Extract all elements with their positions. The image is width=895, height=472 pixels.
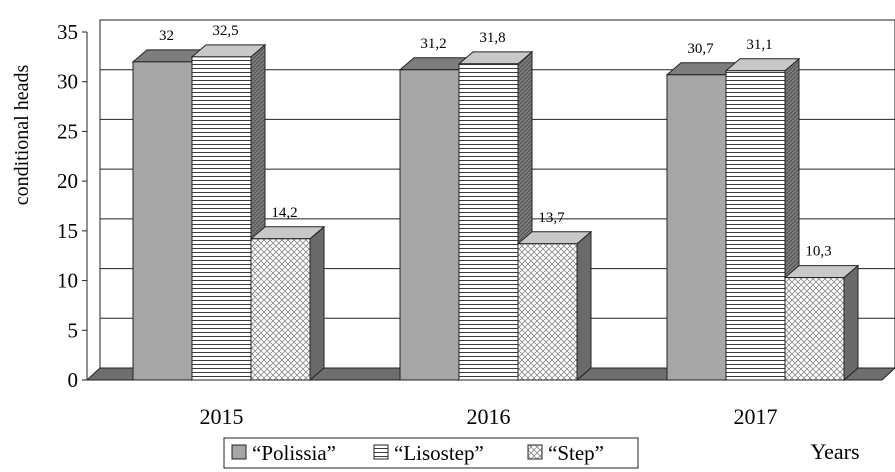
y-tick-label-0: 0 bbox=[68, 368, 79, 392]
legend-swatch-2 bbox=[527, 444, 543, 460]
bar-front-face bbox=[458, 63, 519, 381]
data-label-2017-0: 30,7 bbox=[687, 41, 714, 57]
data-label-2017-2: 10,3 bbox=[805, 244, 831, 260]
x-category-2015: 2015 bbox=[200, 404, 244, 429]
bar-front-face bbox=[517, 243, 578, 381]
bar-front-face bbox=[399, 69, 460, 381]
bar-front-face bbox=[725, 70, 786, 381]
bar-2017-2 bbox=[783, 264, 860, 382]
bar-2016-2 bbox=[516, 230, 593, 382]
y-axis-label: conditional heads bbox=[11, 65, 33, 206]
x-axis-categories: 2015 2016 2017 bbox=[200, 404, 778, 429]
bars-group bbox=[131, 43, 860, 382]
legend-label-1: “Lisostep” bbox=[394, 441, 484, 465]
y-tick-label-5: 5 bbox=[68, 318, 79, 342]
bar-side-face bbox=[309, 225, 325, 382]
x-category-2016: 2016 bbox=[467, 404, 511, 429]
data-label-2017-1: 31,1 bbox=[746, 37, 772, 53]
legend-swatch-0 bbox=[231, 444, 247, 460]
legend-label-0: “Polissia” bbox=[252, 441, 336, 465]
bar-front-face bbox=[666, 74, 727, 381]
y-tick-label-10: 10 bbox=[57, 269, 78, 293]
bar-side-face bbox=[576, 230, 592, 382]
bar-side-face bbox=[843, 264, 859, 382]
legend-swatch-1 bbox=[373, 444, 389, 460]
data-label-2016-1: 31,8 bbox=[479, 30, 505, 46]
bar-front-face bbox=[191, 56, 252, 381]
legend: “Polissia” “Lisostep” “Step” bbox=[223, 437, 639, 469]
bar-2017-1 bbox=[724, 57, 801, 382]
y-tick-label-25: 25 bbox=[57, 119, 78, 143]
bar-front-face bbox=[132, 61, 193, 381]
data-label-2015-1: 32,5 bbox=[212, 23, 238, 39]
y-axis: 0 5 10 15 20 25 30 35 bbox=[57, 20, 101, 392]
data-label-2015-2: 14,2 bbox=[271, 205, 297, 221]
data-label-2016-2: 13,7 bbox=[538, 210, 565, 226]
x-axis-label: Years bbox=[810, 439, 859, 464]
y-tick-label-35: 35 bbox=[57, 20, 78, 44]
bar-front-face bbox=[784, 277, 845, 381]
x-category-2017: 2017 bbox=[734, 404, 778, 429]
data-label-2016-0: 31,2 bbox=[420, 36, 446, 52]
y-tick-label-15: 15 bbox=[57, 219, 78, 243]
y-tick-label-30: 30 bbox=[57, 70, 78, 94]
bar-2015-2 bbox=[249, 225, 326, 382]
y-tick-label-20: 20 bbox=[57, 169, 78, 193]
data-label-2015-0: 32 bbox=[159, 28, 174, 44]
data-labels-group: 32 32,5 14,2 31,2 31,8 13,7 30,7 31,1 10,3 bbox=[159, 23, 832, 260]
legend-label-2: “Step” bbox=[548, 441, 604, 465]
legend-box bbox=[223, 437, 639, 469]
bar-front-face bbox=[250, 238, 311, 381]
